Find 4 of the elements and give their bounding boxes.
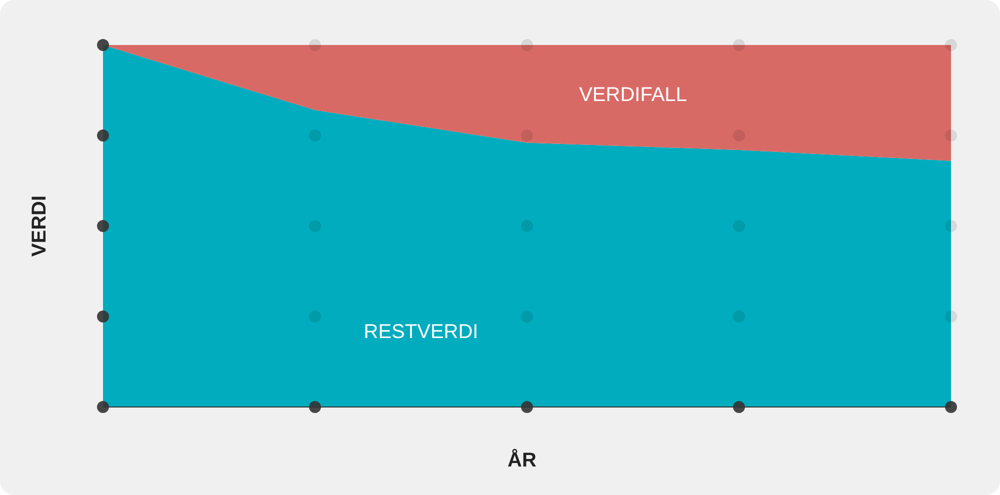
x-axis-title: ÅR: [508, 448, 537, 472]
y-axis-title: VERDI: [28, 195, 50, 257]
series-label: RESTVERDI: [364, 321, 478, 344]
series-label: VERDIFALL: [579, 84, 687, 106]
